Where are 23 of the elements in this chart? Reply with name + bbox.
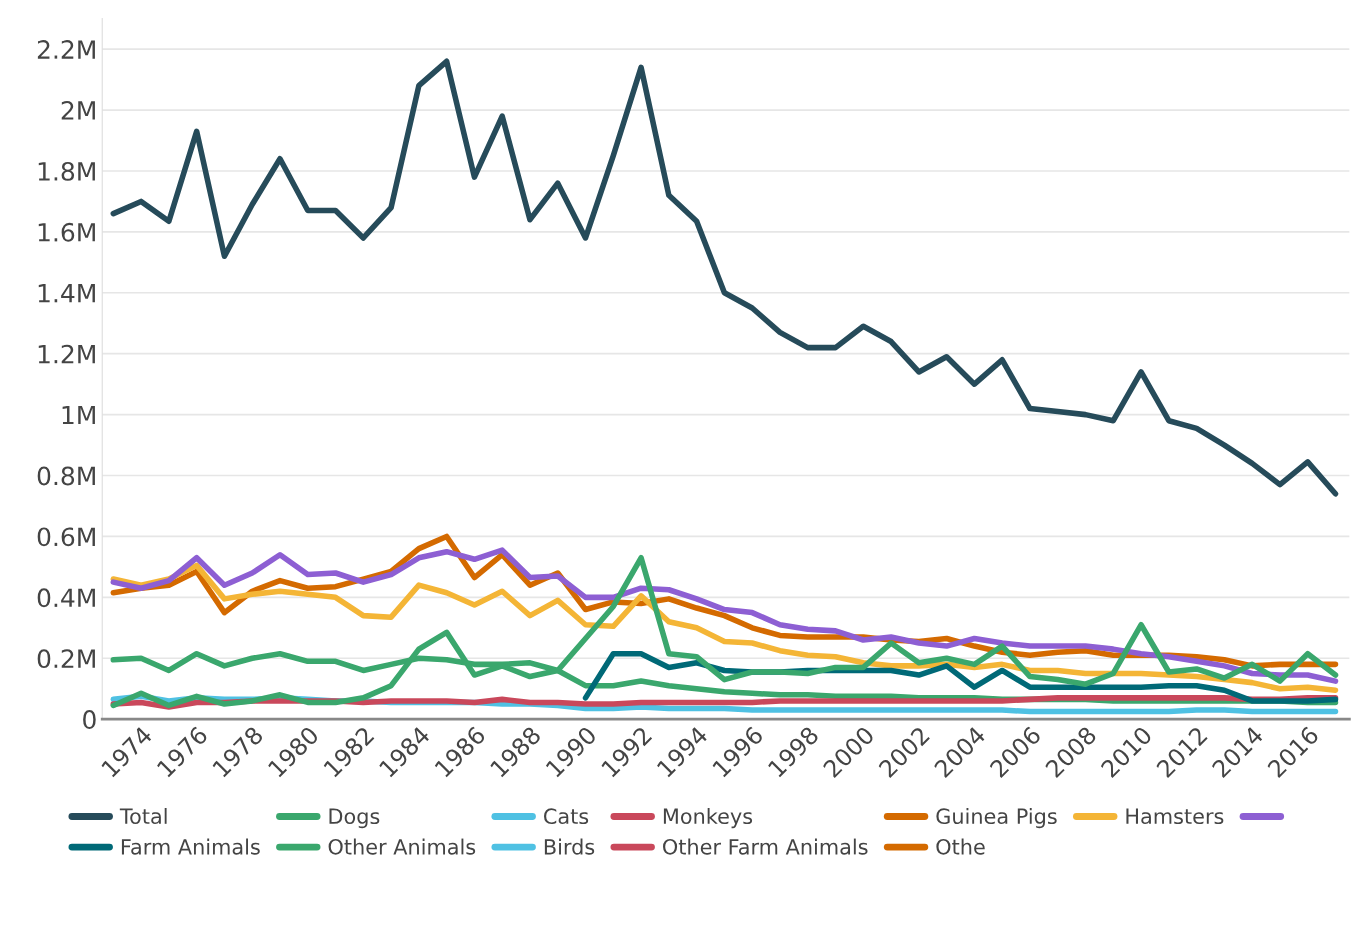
y-tick-label: 2.2M <box>37 40 95 59</box>
legend-label: Total <box>119 807 167 825</box>
y-tick-label: 1M <box>62 405 95 425</box>
y-tick-label: 1.4M <box>38 284 95 303</box>
y-tick-label: 0.2M <box>37 649 95 669</box>
legend-label: Hamsters <box>1126 808 1224 825</box>
legend-label: Dogs <box>329 808 380 829</box>
y-tick-label: 0.6M <box>37 527 95 547</box>
legend-label: Cats <box>544 808 589 825</box>
y-tick-label: 0.4M <box>37 588 95 608</box>
legend-label: Monkeys <box>663 807 753 829</box>
y-tick-label: 0.8M <box>37 466 95 486</box>
legend-label: Other Farm Animals <box>663 838 868 855</box>
legend-label: Guinea Pigs <box>936 807 1057 829</box>
y-tick-label: 1.8M <box>38 161 95 181</box>
y-tick-label: 1.6M <box>38 222 95 242</box>
y-tick-label: 0 <box>83 710 96 730</box>
legend-label: Farm Animals <box>121 838 260 855</box>
y-tick-label: 1.2M <box>38 344 95 364</box>
legend-label: Other Animals <box>328 838 476 855</box>
y-tick-label: 2M <box>61 100 95 120</box>
legend-label: Birds <box>544 838 595 855</box>
legend-label: Othe <box>936 838 985 855</box>
